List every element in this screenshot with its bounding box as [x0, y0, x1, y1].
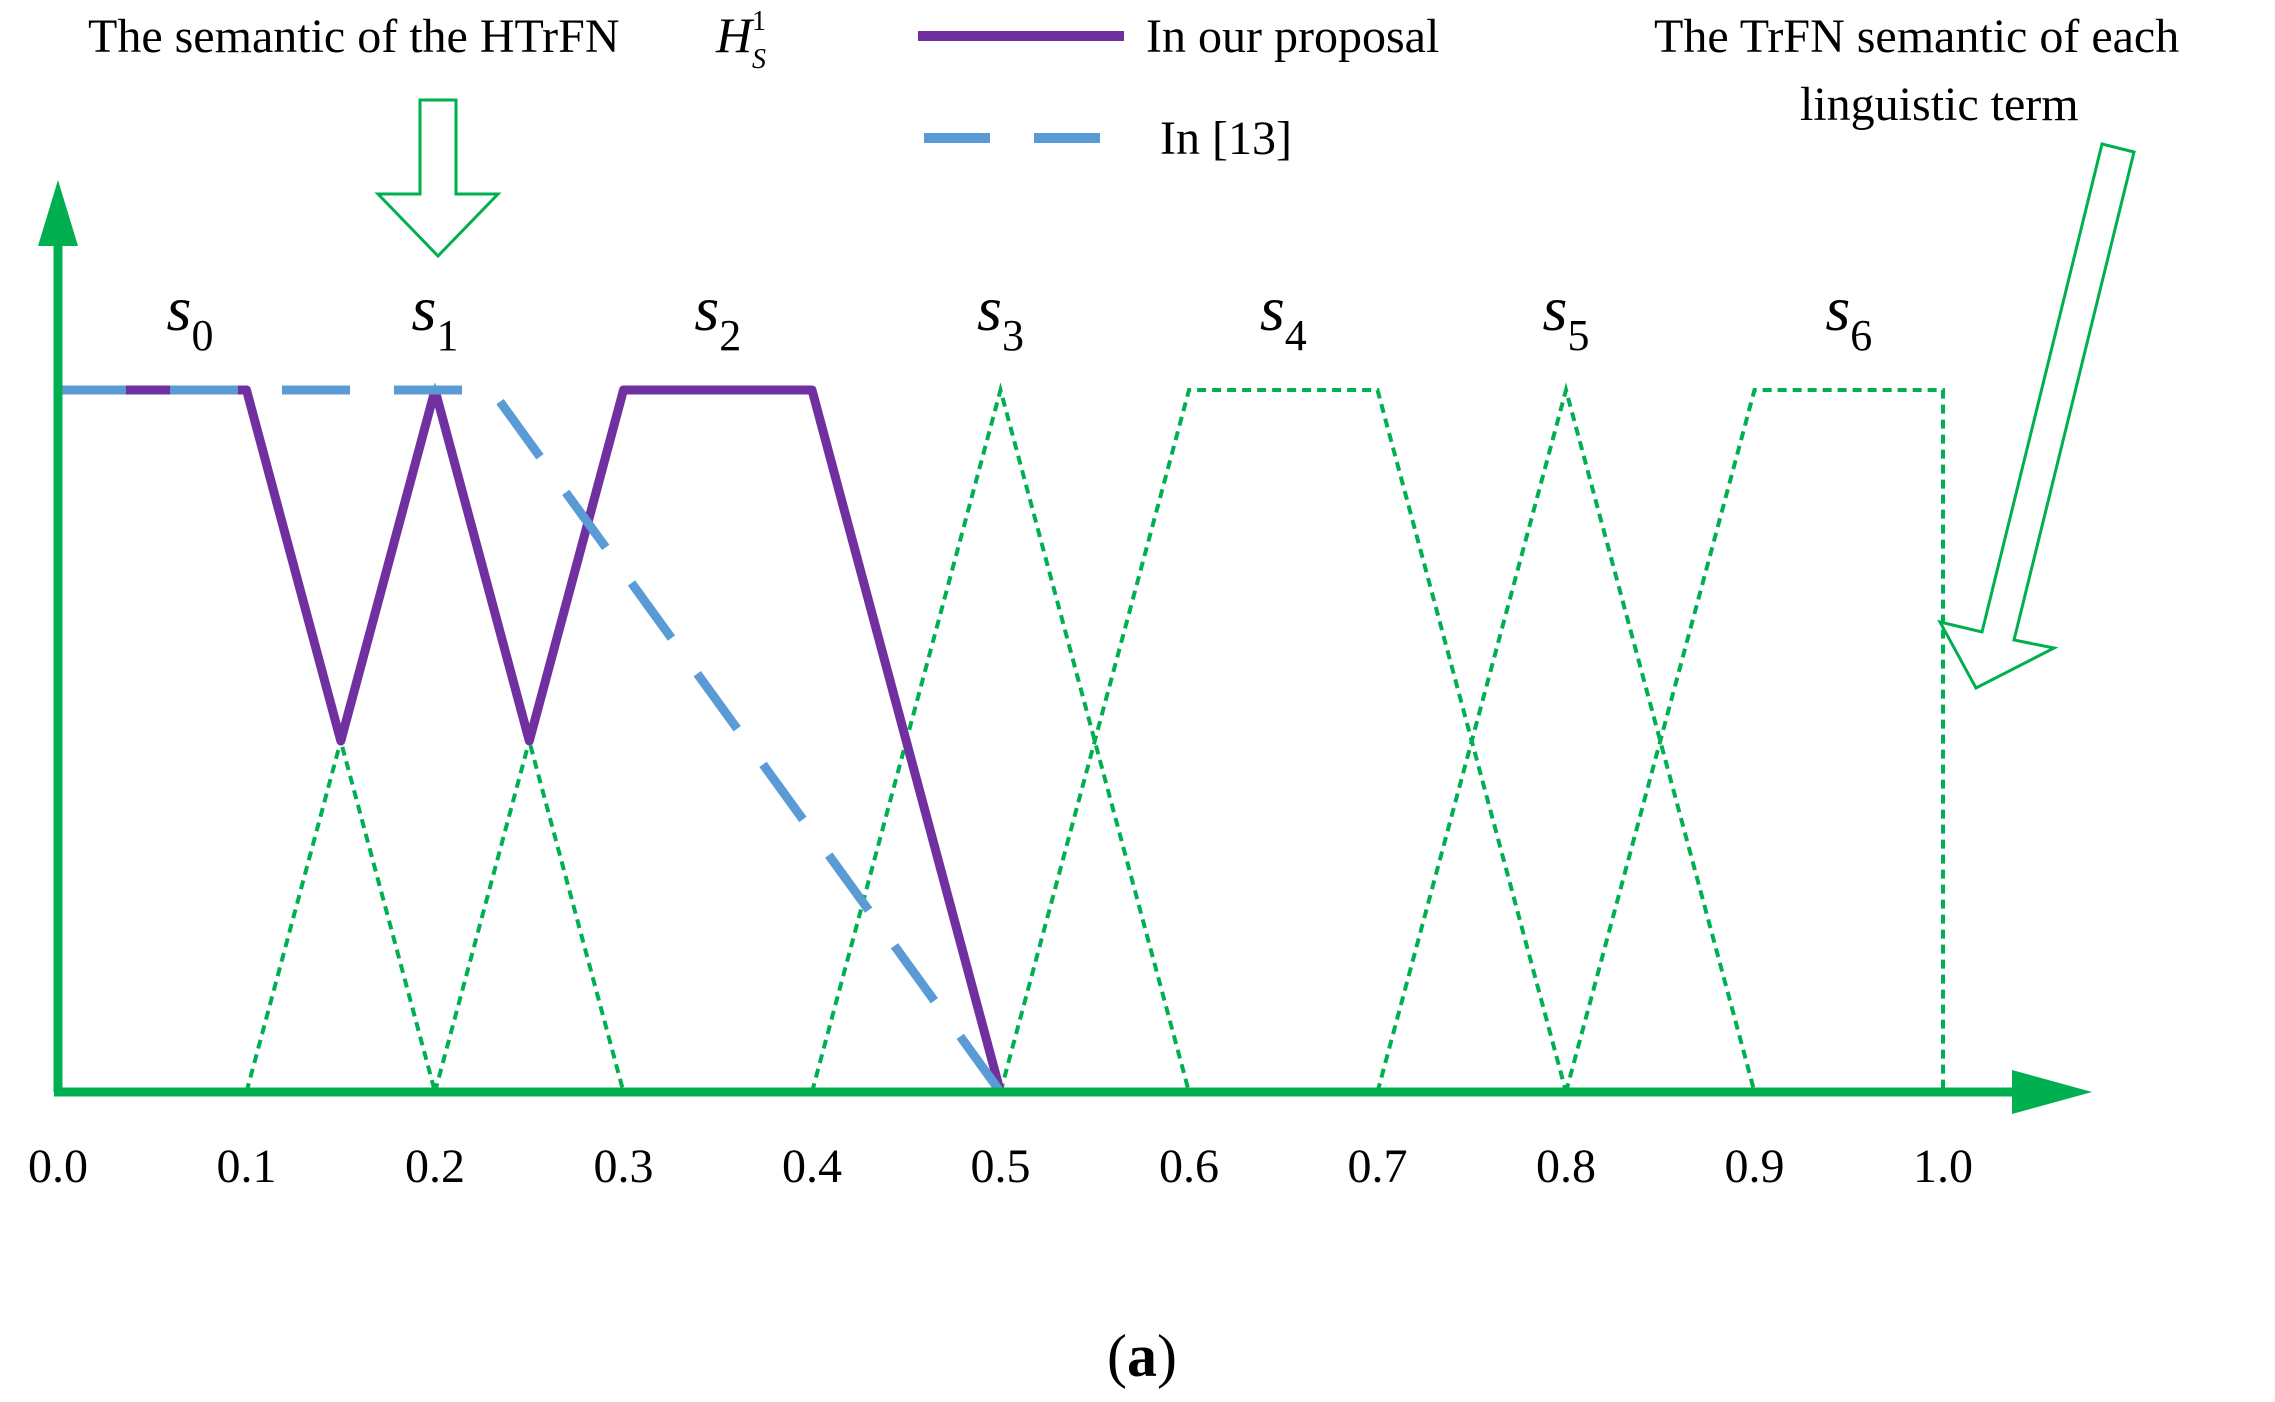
x-tick-label: 0.4 — [782, 1140, 842, 1193]
term-trfn-s5 — [1375, 382, 1757, 1093]
term-trfn-s4 — [998, 388, 1568, 1093]
term-label-s5: s5 — [1543, 273, 1590, 360]
trfn-label-line2: linguistic term — [1800, 78, 2079, 131]
series-lines — [58, 385, 1005, 1095]
x-tick-label: 0.2 — [405, 1140, 465, 1193]
x-tick-label: 0.7 — [1348, 1140, 1408, 1193]
x-tick-label: 1.0 — [1913, 1140, 1973, 1193]
x-tick-label: 0.8 — [1536, 1140, 1596, 1193]
series-line-ref13 — [58, 385, 1005, 1095]
x-axis-arrowhead — [2012, 1070, 2092, 1114]
series-line-proposal — [58, 385, 1005, 1094]
term-label-s1: s1 — [412, 273, 459, 360]
htrfn-symbol: H — [715, 7, 755, 63]
term-trfn-s0 — [56, 388, 437, 1093]
term-label-s0: s0 — [167, 273, 214, 360]
term-label-s2: s2 — [694, 273, 741, 360]
diagonal-arrow-icon — [1937, 142, 2136, 691]
legend-label-ref13: In [13] — [1160, 112, 1292, 165]
legend: In our proposal In [13] — [918, 10, 1439, 165]
x-tick-label: 0.3 — [594, 1140, 654, 1193]
x-tick-label: 0.0 — [28, 1140, 88, 1193]
x-tick-labels: 0.0 0.1 0.2 0.3 0.4 0.5 0.6 0.7 0.8 0.9 1.0 — [28, 1140, 1973, 1193]
term-trfn-s6 — [1564, 388, 1945, 1093]
htrfn-subscript: S — [752, 44, 766, 75]
y-axis-arrowhead — [38, 180, 78, 246]
htrfn-label: The semantic of the HTrFN — [88, 10, 620, 63]
term-trfn-s3 — [810, 382, 1191, 1093]
x-tick-label: 0.9 — [1725, 1140, 1785, 1193]
x-tick-label: 0.1 — [217, 1140, 277, 1193]
figure-caption: (a) — [1107, 1323, 1177, 1389]
x-tick-label: 0.5 — [971, 1140, 1031, 1193]
term-trfn-s2 — [433, 388, 1003, 1093]
down-arrow-icon — [374, 98, 502, 259]
htrfn-superscript: 1 — [752, 6, 766, 37]
term-label-s3: s3 — [977, 273, 1024, 360]
trfn-annotation: The TrFN semantic of each linguistic ter… — [1654, 10, 2179, 691]
axes — [38, 180, 2092, 1114]
term-label-s6: s6 — [1825, 273, 1872, 360]
term-labels: s0 s1 s2 s3 s4 s5 s6 — [167, 273, 1873, 360]
trfn-label-line1: The TrFN semantic of each — [1654, 10, 2179, 63]
htrfn-annotation: The semantic of the HTrFN H 1 S — [88, 6, 766, 259]
x-tick-label: 0.6 — [1159, 1140, 1219, 1193]
legend-label-proposal: In our proposal — [1146, 10, 1439, 63]
term-label-s4: s4 — [1260, 273, 1307, 360]
